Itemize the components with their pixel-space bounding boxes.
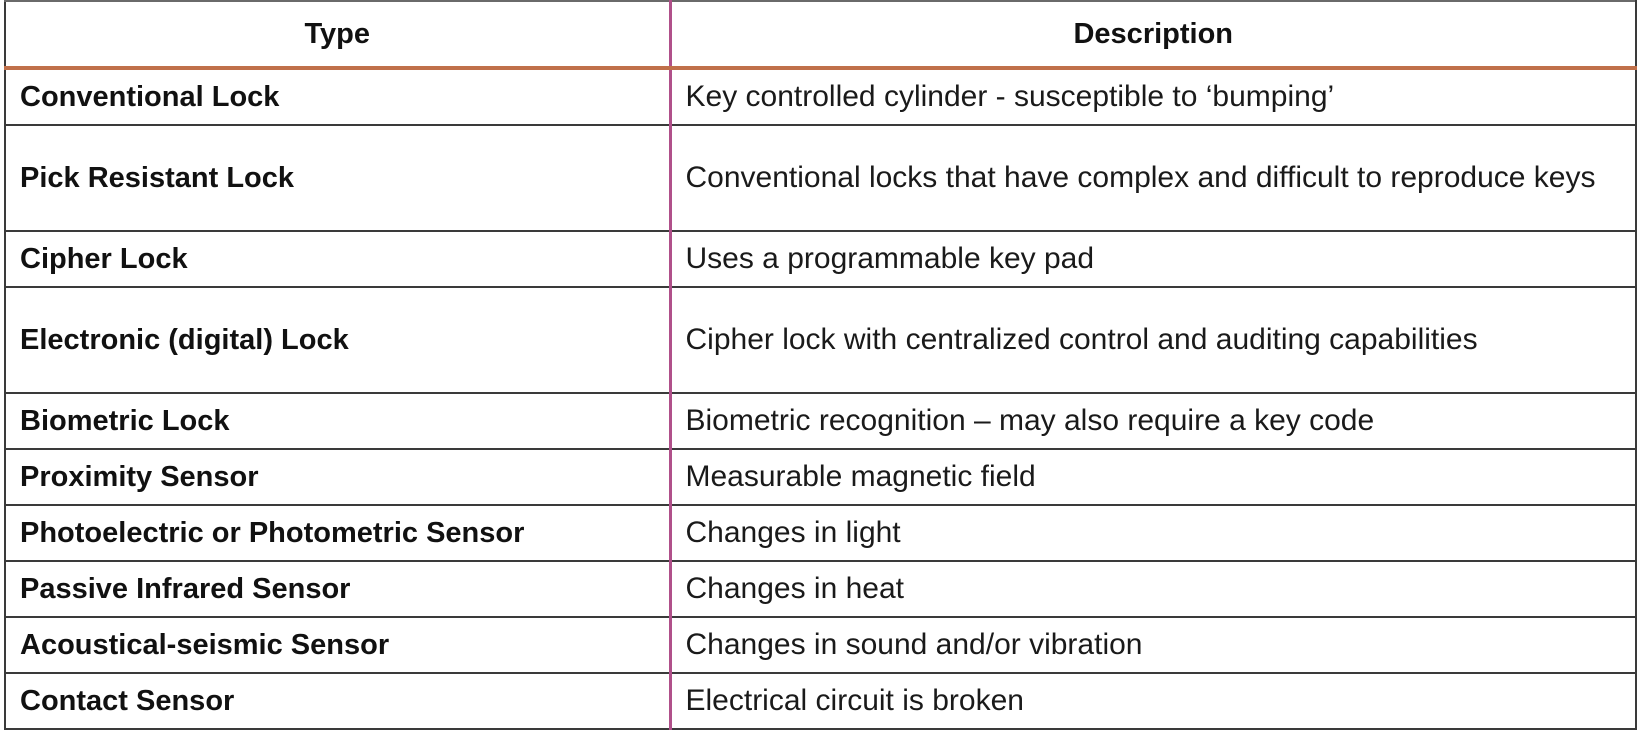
table-row: Photoelectric or Photometric Sensor Chan… (4, 504, 1637, 562)
type-cell: Photoelectric or Photometric Sensor (4, 504, 672, 562)
description-cell: Changes in light (669, 504, 1637, 562)
description-cell: Cipher lock with centralized control and… (669, 286, 1637, 394)
type-cell: Cipher Lock (4, 230, 672, 288)
table-row: Electronic (digital) Lock Cipher lock wi… (4, 286, 1637, 394)
table-row: Biometric Lock Biometric recognition – m… (4, 392, 1637, 450)
description-cell: Key controlled cylinder - susceptible to… (669, 67, 1637, 126)
description-cell: Uses a programmable key pad (669, 230, 1637, 288)
table-header-row: Type Description (4, 0, 1637, 70)
type-cell: Electronic (digital) Lock (4, 286, 672, 394)
type-cell: Contact Sensor (4, 672, 672, 730)
table-row: Passive Infrared Sensor Changes in heat (4, 560, 1637, 618)
table-row: Conventional Lock Key controlled cylinde… (4, 67, 1637, 126)
type-cell: Biometric Lock (4, 392, 672, 450)
description-cell: Conventional locks that have complex and… (669, 124, 1637, 232)
type-cell: Acoustical-seismic Sensor (4, 616, 672, 674)
table-row: Contact Sensor Electrical circuit is bro… (4, 672, 1637, 730)
type-cell: Passive Infrared Sensor (4, 560, 672, 618)
table-row: Acoustical-seismic Sensor Changes in sou… (4, 616, 1637, 674)
table-row: Pick Resistant Lock Conventional locks t… (4, 124, 1637, 232)
description-cell: Measurable magnetic field (669, 448, 1637, 506)
description-cell: Electrical circuit is broken (669, 672, 1637, 730)
description-cell: Changes in sound and/or vibration (669, 616, 1637, 674)
table-row: Proximity Sensor Measurable magnetic fie… (4, 448, 1637, 506)
column-header-description: Description (669, 0, 1637, 70)
description-cell: Biometric recognition – may also require… (669, 392, 1637, 450)
table-row: Cipher Lock Uses a programmable key pad (4, 230, 1637, 288)
type-cell: Pick Resistant Lock (4, 124, 672, 232)
type-cell: Proximity Sensor (4, 448, 672, 506)
lock-sensor-table: Type Description Conventional Lock Key c… (4, 0, 1637, 730)
column-header-type: Type (4, 0, 672, 70)
type-cell: Conventional Lock (4, 67, 672, 126)
description-cell: Changes in heat (669, 560, 1637, 618)
